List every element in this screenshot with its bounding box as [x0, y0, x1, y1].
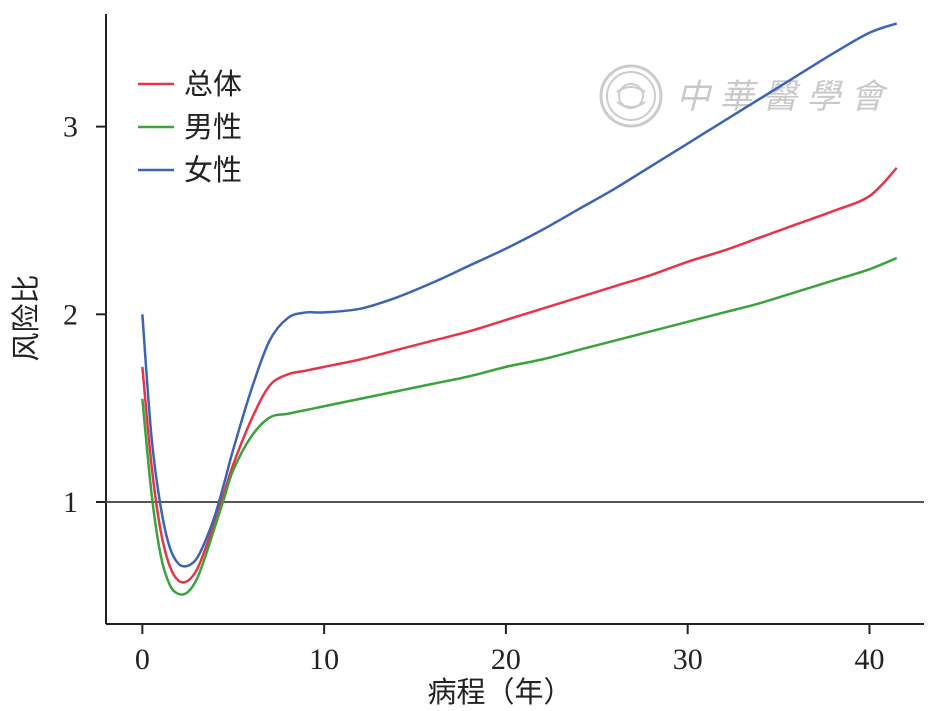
- axes: 0 10 20 30 40 1 2 3: [63, 14, 924, 676]
- legend-label-1: 男性: [184, 110, 242, 144]
- watermark: 中華醫學會: [599, 64, 889, 128]
- watermark-text: 中華醫學會: [676, 77, 889, 117]
- x-axis-title: 病程（年）: [427, 675, 572, 709]
- legend-label-2: 女性: [184, 153, 242, 187]
- legend-label-0: 总体: [184, 67, 242, 101]
- x-tick-label: 40: [854, 643, 884, 676]
- series-group: [141, 22, 898, 596]
- series-line-0: [141, 167, 898, 584]
- society-seal-icon: [599, 64, 663, 128]
- y-axis-title: 风险比: [9, 274, 43, 361]
- y-tick-label: 2: [63, 298, 78, 331]
- x-tick-label: 10: [309, 643, 339, 676]
- x-tick-label: 30: [673, 643, 703, 676]
- series-line-1: [141, 256, 898, 596]
- y-tick-label: 3: [63, 111, 78, 144]
- x-tick-label: 20: [491, 643, 521, 676]
- y-tick-label: 1: [63, 486, 78, 519]
- x-tick-label: 0: [135, 643, 150, 676]
- series-line-2: [141, 22, 898, 568]
